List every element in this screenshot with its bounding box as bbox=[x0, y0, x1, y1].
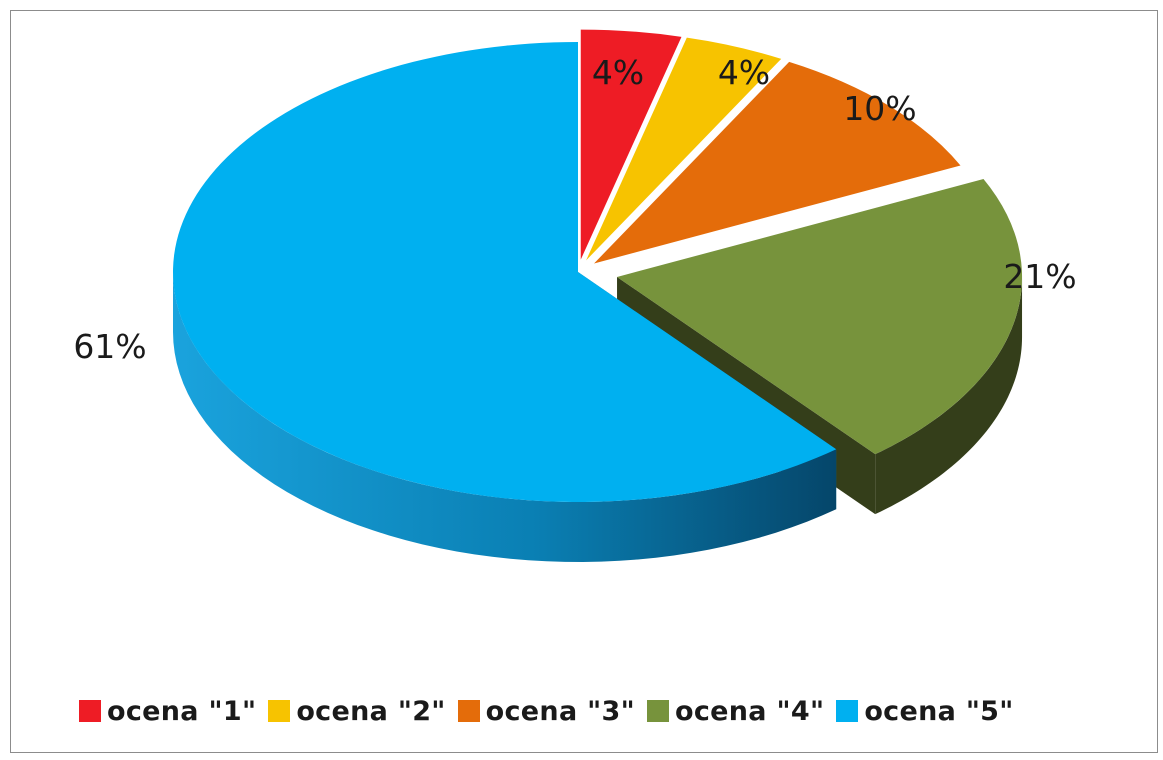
legend-label: ocena "5" bbox=[864, 695, 1014, 727]
legend-item-2: ocena "2" bbox=[268, 696, 445, 727]
legend-label: ocena "2" bbox=[296, 695, 446, 727]
legend-item-1: ocena "1" bbox=[79, 696, 256, 727]
pie-slices bbox=[173, 29, 1023, 562]
data-label-3: 10% bbox=[843, 89, 916, 128]
legend-item-3: ocena "3" bbox=[457, 695, 635, 727]
legend-swatch bbox=[646, 700, 669, 722]
data-label-1: 4% bbox=[592, 53, 644, 92]
legend-item-4: ocena "4" bbox=[646, 695, 825, 727]
pie-slice-wall bbox=[173, 272, 837, 562]
legend-swatch bbox=[457, 700, 480, 722]
legend-item-5: ocena "5" bbox=[836, 696, 1013, 727]
pie-slice-top bbox=[580, 29, 682, 260]
pie-slice-top bbox=[586, 37, 782, 261]
pie-slice-top bbox=[617, 179, 1023, 455]
legend-swatch bbox=[836, 700, 859, 722]
pie-slice-2 bbox=[586, 37, 782, 261]
legend-label: ocena "3" bbox=[485, 695, 635, 727]
pie-slice-5 bbox=[173, 42, 837, 562]
legend-label: ocena "4" bbox=[674, 695, 825, 727]
pie-slice-3 bbox=[594, 61, 961, 264]
data-label-2: 4% bbox=[718, 53, 770, 92]
legend: ocena "1" ocena "2" ocena "3" ocena "4" ocen… bbox=[79, 691, 1014, 731]
data-label-4: 21% bbox=[1003, 257, 1076, 296]
pie-slice-top bbox=[594, 61, 961, 264]
legend-swatch bbox=[268, 700, 291, 722]
data-label-5: 61% bbox=[73, 327, 146, 366]
pie-slice-top bbox=[173, 42, 837, 502]
pie-slice-1 bbox=[580, 29, 682, 260]
legend-swatch bbox=[79, 700, 101, 722]
pie-slice-wall bbox=[875, 276, 1023, 515]
legend-label: ocena "1" bbox=[107, 695, 257, 727]
